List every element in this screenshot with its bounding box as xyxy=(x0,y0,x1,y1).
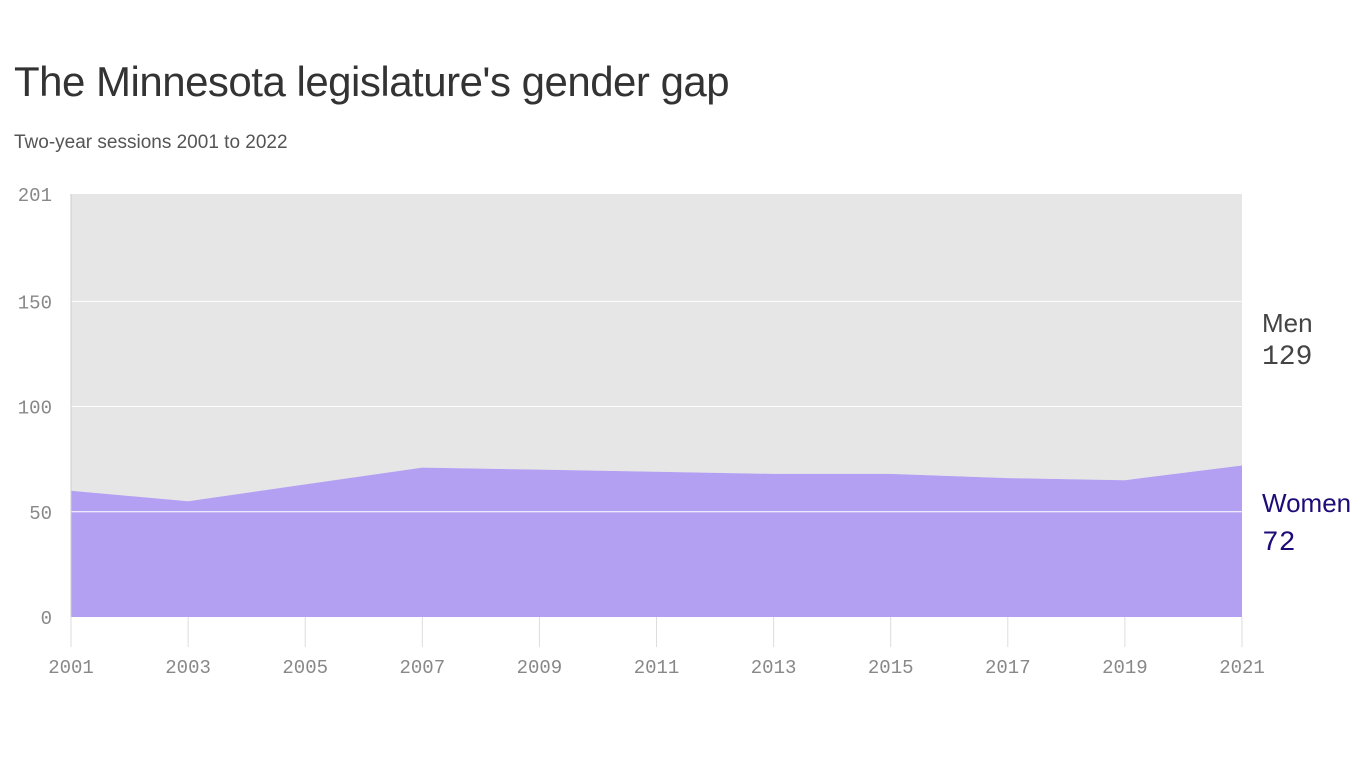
women-label: Women xyxy=(1262,488,1351,518)
x-tick-label: 2015 xyxy=(868,657,914,679)
y-tick-label: 150 xyxy=(18,292,52,314)
x-tick-label: 2017 xyxy=(985,657,1031,679)
x-tick-label: 2019 xyxy=(1102,657,1148,679)
x-tick-label: 2021 xyxy=(1219,657,1265,679)
y-tick-label: 100 xyxy=(18,398,52,420)
area-men xyxy=(71,194,1242,502)
women-value: 72 xyxy=(1262,528,1296,559)
y-tick-label: 201 xyxy=(18,185,52,207)
x-tick-label: 2001 xyxy=(48,657,94,679)
area-women xyxy=(71,465,1242,617)
men-label: Men xyxy=(1262,308,1313,338)
x-tick-label: 2013 xyxy=(751,657,797,679)
x-tick-label: 2009 xyxy=(517,657,563,679)
chart-title: The Minnesota legislature's gender gap xyxy=(14,58,730,105)
x-tick-label: 2007 xyxy=(399,657,445,679)
y-tick-label: 0 xyxy=(41,608,52,630)
x-tick-label: 2003 xyxy=(165,657,211,679)
chart-subtitle: Two-year sessions 2001 to 2022 xyxy=(14,132,288,153)
men-value: 129 xyxy=(1262,342,1312,373)
y-tick-label: 50 xyxy=(29,503,52,525)
x-tick-label: 2005 xyxy=(282,657,328,679)
x-tick-label: 2011 xyxy=(634,657,680,679)
